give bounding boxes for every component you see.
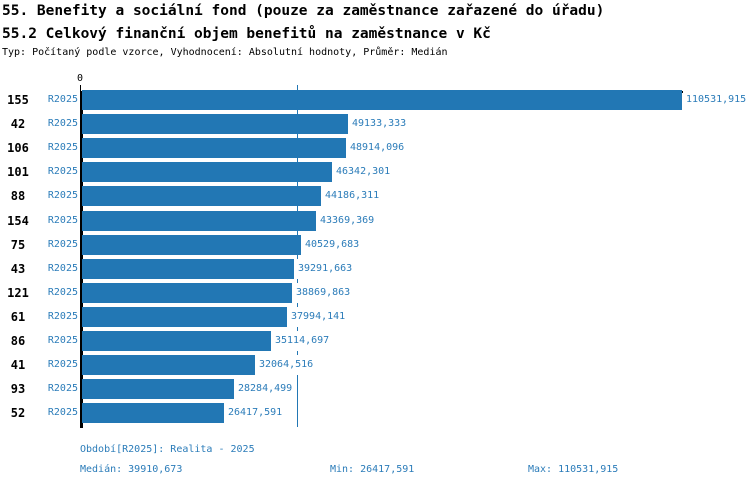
row-category-label: 86 [10, 334, 26, 348]
period-legend: Období[R2025]: Realita - 2025 [80, 444, 255, 455]
row-category-label: 43 [10, 262, 26, 276]
bar-value-label: 43369,369 [318, 211, 377, 231]
bar [82, 114, 348, 134]
bar-value-label: 39291,663 [296, 259, 355, 279]
chart-title-line2: 55.2 Celkový finanční objem benefitů na … [2, 26, 491, 42]
y-axis-line [80, 91, 83, 428]
stat-min: Min: 26417,591 [330, 464, 415, 475]
row-period-label: R2025 [47, 383, 78, 394]
bar-value-label: 26417,591 [226, 403, 285, 423]
row-period-label: R2025 [47, 287, 78, 298]
bar-value-label: 35114,697 [273, 331, 332, 351]
row-category-label: 42 [10, 117, 26, 131]
row-category-label: 155 [7, 93, 29, 107]
row-period-label: R2025 [47, 359, 78, 370]
bar [82, 259, 294, 279]
bar-value-label: 38869,863 [294, 283, 353, 303]
bar [82, 283, 292, 303]
row-period-label: R2025 [47, 407, 78, 418]
bar-value-label: 44186,311 [323, 186, 382, 206]
bar-value-label: 48914,096 [348, 138, 407, 158]
bar [82, 379, 234, 399]
row-category-label: 101 [7, 165, 29, 179]
row-period-label: R2025 [47, 190, 78, 201]
bar-value-label: 110531,915 [684, 90, 749, 110]
row-category-label: 52 [10, 406, 26, 420]
row-period-label: R2025 [47, 263, 78, 274]
x-axis-zero-tick [80, 85, 81, 91]
x-axis-zero-label: 0 [76, 73, 84, 84]
chart-meta-line: Typ: Počítaný podle vzorce, Vyhodnocení:… [2, 47, 448, 58]
row-period-label: R2025 [47, 94, 78, 105]
bar [82, 138, 346, 158]
bar-value-label: 46342,301 [334, 162, 393, 182]
row-period-label: R2025 [47, 335, 78, 346]
bar [82, 403, 224, 423]
row-period-label: R2025 [47, 239, 78, 250]
bar-value-label: 40529,683 [303, 235, 362, 255]
bar-value-label: 49133,333 [350, 114, 409, 134]
bar-value-label: 37994,141 [289, 307, 348, 327]
row-category-label: 75 [10, 238, 26, 252]
bar [82, 235, 301, 255]
row-category-label: 61 [10, 310, 26, 324]
row-period-label: R2025 [47, 215, 78, 226]
bar [82, 90, 682, 110]
row-period-label: R2025 [47, 311, 78, 322]
bar [82, 162, 332, 182]
row-category-label: 154 [7, 214, 29, 228]
stat-max: Max: 110531,915 [528, 464, 619, 475]
median-reference-line [297, 85, 298, 427]
row-category-label: 88 [10, 189, 26, 203]
row-period-label: R2025 [47, 166, 78, 177]
bar-value-label: 32064,516 [257, 355, 316, 375]
bar [82, 211, 316, 231]
bar [82, 307, 287, 327]
row-period-label: R2025 [47, 118, 78, 129]
bar [82, 355, 255, 375]
row-category-label: 41 [10, 358, 26, 372]
row-category-label: 106 [7, 141, 29, 155]
row-period-label: R2025 [47, 142, 78, 153]
row-category-label: 93 [10, 382, 26, 396]
stat-median: Medián: 39910,673 [80, 464, 183, 475]
bar [82, 331, 271, 351]
bar-value-label: 28284,499 [236, 379, 295, 399]
row-category-label: 121 [7, 286, 29, 300]
chart-title-line1: 55. Benefity a sociální fond (pouze za z… [2, 3, 605, 19]
bar [82, 186, 321, 206]
